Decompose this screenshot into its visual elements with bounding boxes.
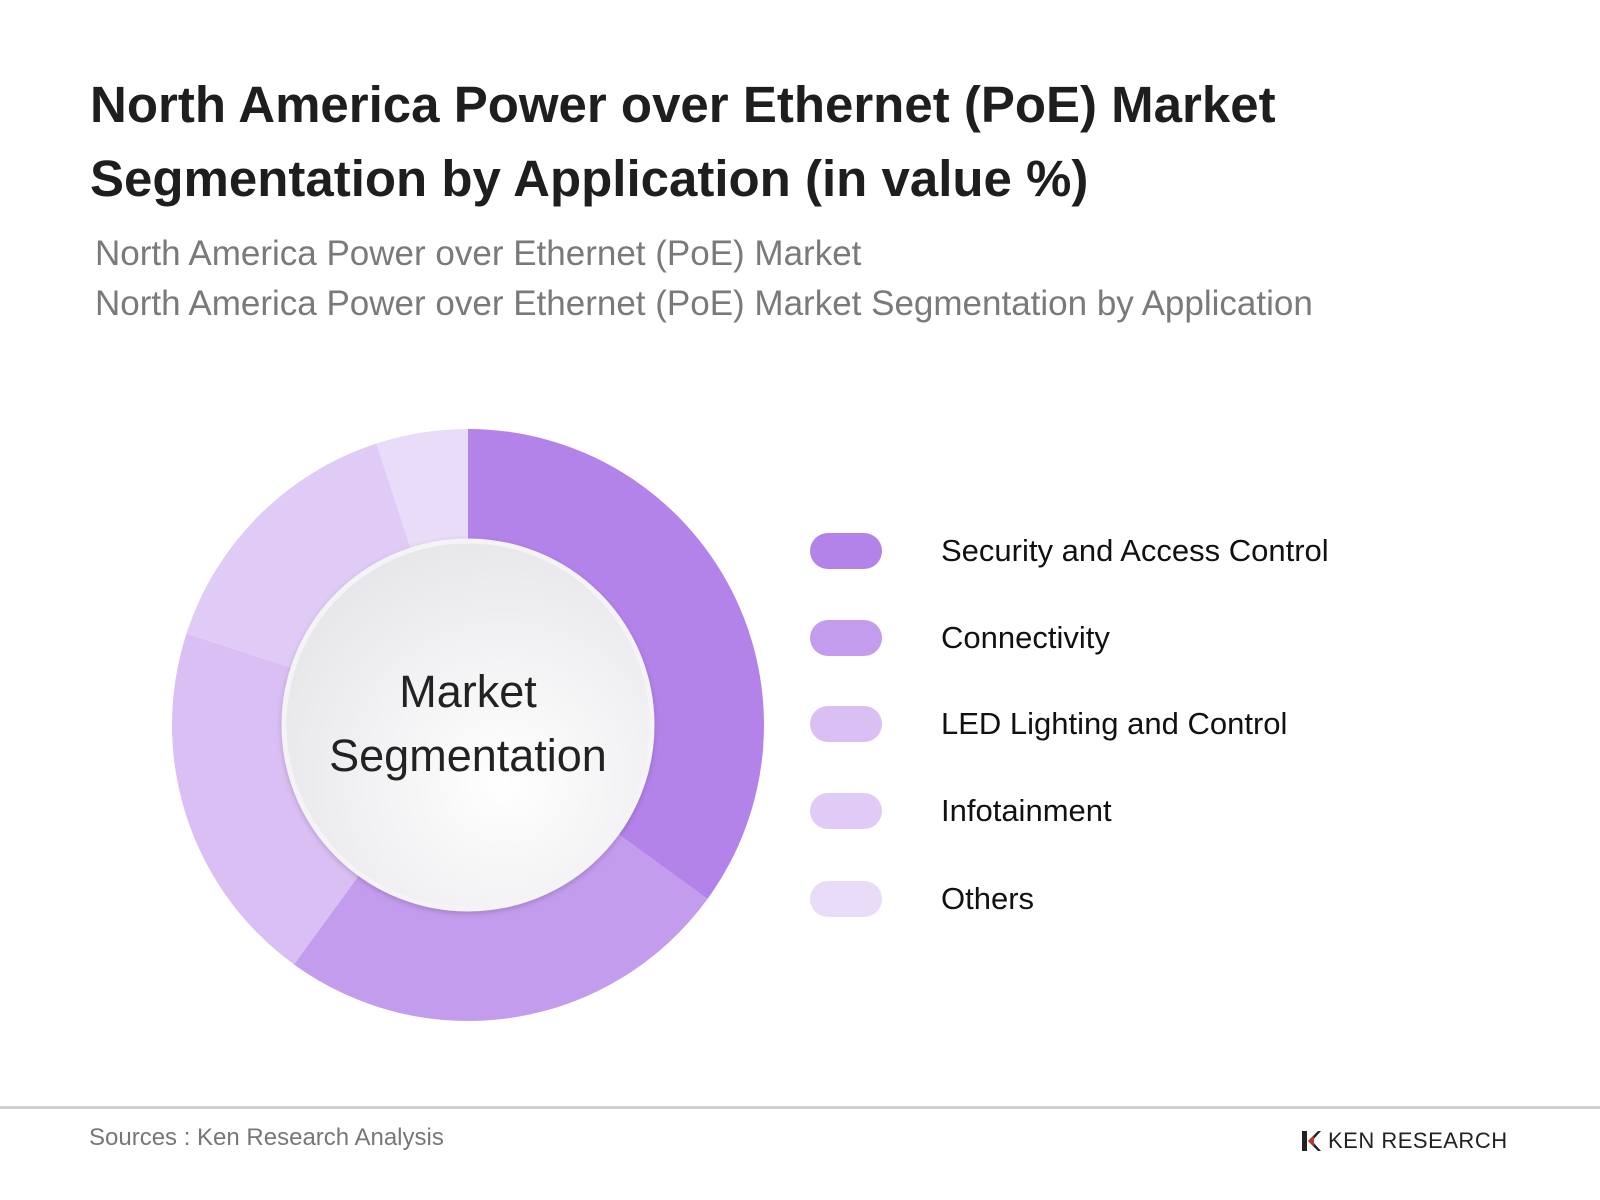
donut-center-label: Market Segmentation xyxy=(329,666,607,781)
subtitle-segmentation: North America Power over Ethernet (PoE) … xyxy=(95,284,1313,323)
legend-swatch xyxy=(810,706,882,742)
donut-slice-led-lighting-and-control xyxy=(171,633,380,965)
ken-research-logo-icon xyxy=(1302,1131,1321,1151)
legend-item: LED Lighting and Control xyxy=(810,704,1287,744)
chart-title: North America Power over Ethernet (PoE) … xyxy=(90,76,1276,207)
legend-swatch xyxy=(810,881,882,917)
legend-label: Infotainment xyxy=(941,793,1112,828)
legend-label: LED Lighting and Control xyxy=(941,706,1288,741)
logo-text: KEN RESEARCH xyxy=(1328,1128,1508,1153)
donut-center-disk xyxy=(281,538,655,912)
legend-item: Security and Access Control xyxy=(810,531,1329,571)
legend-swatch xyxy=(810,533,882,569)
subtitle-market: North America Power over Ethernet (PoE) … xyxy=(95,234,862,273)
ken-research-logo: KEN RESEARCH xyxy=(1300,1128,1508,1154)
legend-label: Others xyxy=(941,881,1035,916)
legend-swatch xyxy=(810,793,882,829)
legend-label: Security and Access Control xyxy=(941,533,1329,568)
legend-item: Infotainment xyxy=(810,791,1112,831)
legend-item: Connectivity xyxy=(810,618,1110,658)
donut-slice-infotainment xyxy=(186,443,422,679)
legend-swatch xyxy=(810,620,882,656)
source-note: Sources : Ken Research Analysis xyxy=(89,1124,444,1151)
legend-label: Connectivity xyxy=(941,620,1110,655)
footer-divider xyxy=(0,1106,1600,1109)
legend-item: Others xyxy=(810,879,1034,919)
